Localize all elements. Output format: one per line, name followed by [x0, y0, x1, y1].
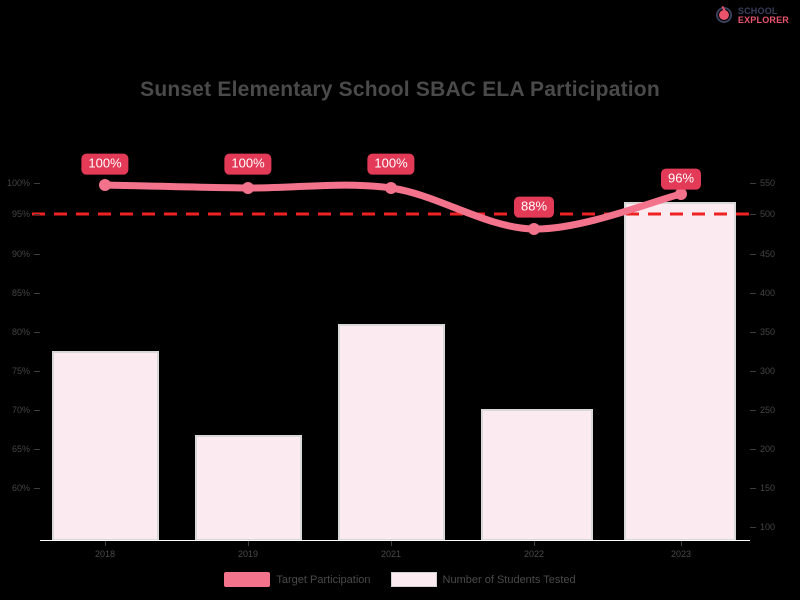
y-axis-right-label: 450 — [760, 249, 776, 259]
y-axis-right-label: 250 — [760, 405, 776, 415]
y-axis-right-label: 150 — [760, 483, 776, 493]
line-marker-2023[interactable] — [675, 188, 687, 200]
y-axis-right-label: 350 — [760, 327, 776, 337]
y-axis-right-tick — [750, 254, 756, 255]
y-axis-right-tick — [750, 371, 756, 372]
y-axis-left-label: 70% — [11, 405, 30, 415]
brand-logo-wordmark: SCHOOL EXPLORER — [737, 5, 789, 25]
line-marker-2021[interactable] — [385, 182, 397, 194]
data-label-2019: 100% — [224, 153, 272, 175]
y-axis-right-tick — [750, 183, 756, 184]
y-axis-right-label: 100 — [760, 522, 776, 532]
chart-graphics — [32, 179, 758, 541]
y-axis-right-label: 500 — [760, 209, 776, 219]
bar-2022[interactable] — [481, 409, 593, 541]
brand-logo: SCHOOL EXPLORER — [711, 4, 792, 27]
y-axis-right-tick — [750, 449, 756, 450]
y-axis-left-label: 90% — [11, 249, 30, 259]
legend-swatch-bar-icon — [390, 572, 437, 587]
chart-legend: Target Participation Number of Students … — [0, 570, 800, 589]
x-axis-label-2021: 2021 — [380, 549, 402, 559]
data-label-2023: 96% — [660, 168, 702, 190]
y-axis-right-label: 550 — [760, 178, 776, 188]
x-axis-label-2018: 2018 — [94, 549, 116, 559]
bar-series — [52, 202, 736, 541]
y-axis-left-tick — [34, 254, 40, 255]
legend-label-target-participation: Target Participation — [276, 573, 371, 586]
x-axis-tick — [105, 540, 106, 546]
data-label-2022: 88% — [513, 196, 555, 218]
y-axis-right-tick — [750, 214, 756, 215]
brand-logo-line2: EXPLORER — [737, 14, 789, 25]
legend-swatch-line-icon — [224, 572, 271, 587]
y-axis-left-tick — [34, 449, 40, 450]
y-axis-right-label: 400 — [760, 288, 776, 298]
bar-2019[interactable] — [195, 435, 302, 541]
y-axis-left-label: 85% — [11, 288, 30, 298]
y-axis-right-tick — [750, 527, 756, 528]
x-axis-tick — [681, 540, 682, 546]
y-axis-right-tick — [750, 410, 756, 411]
x-axis-label-2023: 2023 — [670, 549, 692, 559]
y-axis-right-label: 300 — [760, 366, 776, 376]
bar-2023[interactable] — [624, 202, 736, 541]
line-marker-2022[interactable] — [528, 223, 540, 235]
y-axis-left-label: 60% — [11, 483, 30, 493]
y-axis-right-label: 200 — [760, 444, 776, 454]
data-label-2021: 100% — [367, 153, 415, 175]
x-axis-label-2019: 2019 — [237, 549, 259, 559]
y-axis-left-tick — [34, 488, 40, 489]
y-axis-left-tick — [34, 410, 40, 411]
line-markers — [99, 179, 687, 235]
bar-2018[interactable] — [52, 351, 159, 541]
x-axis-tick — [248, 540, 249, 546]
y-axis-right-tick — [750, 488, 756, 489]
x-axis-label-2022: 2022 — [523, 549, 545, 559]
y-axis-left-tick — [34, 214, 40, 215]
line-marker-2019[interactable] — [242, 182, 254, 194]
y-axis-left-tick — [34, 332, 40, 333]
bar-2021[interactable] — [338, 324, 445, 541]
legend-item-target-participation[interactable]: Target Participation — [214, 570, 380, 589]
data-label-2018: 100% — [81, 153, 129, 175]
x-axis-line — [40, 540, 750, 541]
y-axis-left-label: 80% — [11, 327, 30, 337]
line-marker-2018[interactable] — [99, 179, 111, 191]
y-axis-left-tick — [34, 371, 40, 372]
y-axis-left-tick — [34, 183, 40, 184]
x-axis-tick — [391, 540, 392, 546]
y-axis-left-label: 100% — [6, 178, 30, 188]
y-axis-left-label: 75% — [11, 366, 30, 376]
circle-spark-logo-icon — [715, 5, 734, 25]
x-axis-tick — [534, 540, 535, 546]
y-axis-right-tick — [750, 293, 756, 294]
y-axis-left-tick — [34, 293, 40, 294]
y-axis-left-label: 65% — [11, 444, 30, 454]
brand-logo-line1: SCHOOL — [737, 5, 778, 16]
y-axis-left-label: 95% — [11, 209, 30, 219]
y-axis-right-tick — [750, 332, 756, 333]
legend-item-students-tested[interactable]: Number of Students Tested — [381, 570, 586, 589]
chart-title: Sunset Elementary School SBAC ELA Partic… — [140, 78, 660, 101]
plot-area — [32, 170, 758, 541]
legend-label-students-tested: Number of Students Tested — [442, 573, 576, 586]
